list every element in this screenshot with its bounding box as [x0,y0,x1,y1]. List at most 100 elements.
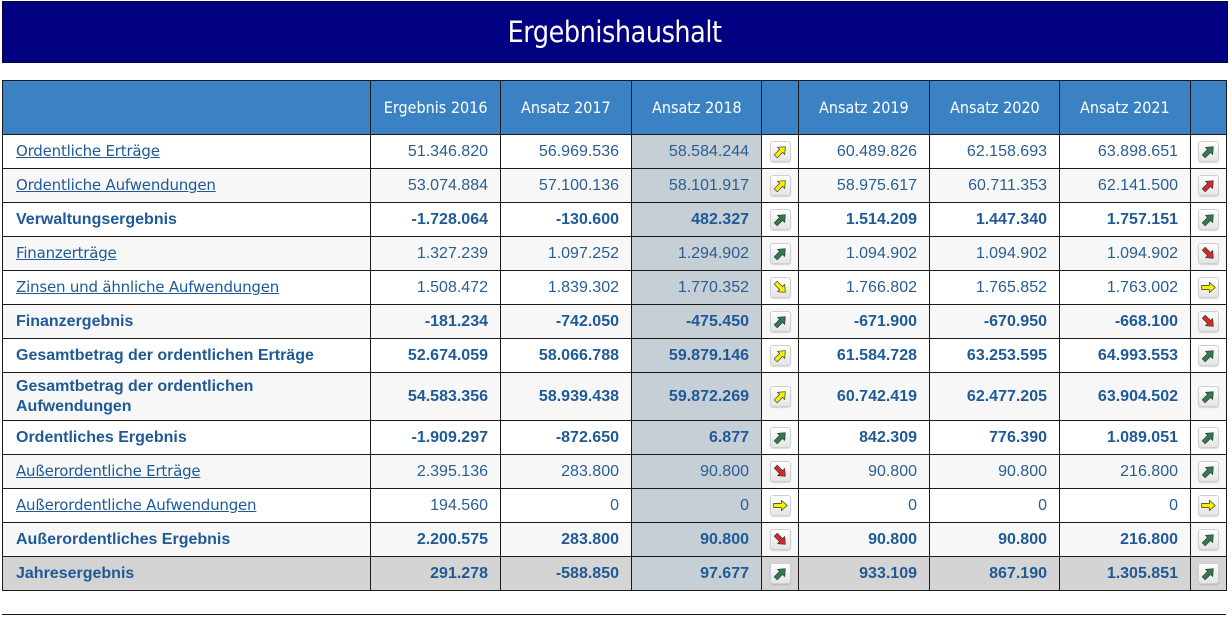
row-label: Gesamtbetrag der ordentlichen Erträge [16,346,314,364]
green-arrow-up-right-icon[interactable] [1198,386,1219,407]
cell-ansatz-2019: 0 [798,488,930,523]
cell-ansatz-2019: 842.309 [798,420,930,455]
table-row: Finanzerträge 1.327.239 1.097.252 1.294.902… [2,236,1227,271]
green-arrow-up-right-icon[interactable] [1198,461,1219,482]
cell-ansatz-2020: 867.190 [929,556,1060,591]
red-arrow-down-right-icon[interactable] [769,461,791,482]
cell-ansatz-2020: 90.800 [929,454,1060,489]
cell-trend-2 [1190,420,1227,455]
red-arrow-down-right-icon[interactable] [1198,243,1219,264]
row-label-link[interactable]: Ordentliche Erträge [16,142,160,160]
cell-trend-2 [1190,134,1227,169]
red-arrow-down-right-icon[interactable] [769,529,791,550]
green-arrow-up-right-icon[interactable] [1198,563,1219,584]
row-label: Ordentliches Ergebnis [16,428,187,446]
yellow-arrow-right-icon[interactable] [1198,277,1219,298]
cell-trend-2 [1190,338,1227,373]
cell-ansatz-2021: 0 [1059,488,1191,523]
green-arrow-up-right-icon[interactable] [1198,345,1219,366]
cell-ansatz-2017: 56.969.536 [500,134,632,169]
yellow-arrow-down-right-icon[interactable] [769,277,791,298]
yellow-arrow-up-right-icon[interactable] [769,345,791,366]
cell-trend-2 [1190,304,1227,339]
cell-label: Ordentliche Aufwendungen [2,168,371,203]
cell-label: Finanzergebnis [2,304,371,339]
page-title-bar: Ergebnishaushalt [2,1,1228,63]
row-label: Jahresergebnis [16,564,135,582]
green-arrow-up-right-icon[interactable] [1198,209,1219,230]
green-arrow-up-right-icon[interactable] [1198,427,1219,448]
cell-ansatz-2018: 482.327 [631,202,762,237]
row-label: Außerordentliches Ergebnis [16,530,231,548]
yellow-arrow-right-icon[interactable] [1198,495,1219,516]
green-arrow-up-right-icon[interactable] [769,209,791,230]
cell-trend-2 [1190,202,1227,237]
cell-ansatz-2019: 933.109 [798,556,930,591]
cell-ansatz-2018: 59.879.146 [631,338,762,373]
row-label-link[interactable]: Finanzerträge [16,244,117,262]
cell-trend-1 [761,420,799,455]
yellow-arrow-up-right-icon[interactable] [769,141,791,162]
green-arrow-up-right-icon[interactable] [769,563,791,584]
cell-trend-1 [761,338,799,373]
cell-ansatz-2021: 1.305.851 [1059,556,1191,591]
results-budget-table: Ergebnis 2016 Ansatz 2017 Ansatz 2018 An… [2,80,1227,591]
cell-ansatz-2021: 216.800 [1059,522,1191,557]
cell-label: Gesamtbetrag der ordentlichen Aufwendung… [2,372,371,421]
cell-ansatz-2020: 0 [929,488,1060,523]
row-label-link[interactable]: Außerordentliche Erträge [16,462,201,480]
cell-trend-2 [1190,270,1227,305]
cell-ansatz-2021: 1.089.051 [1059,420,1191,455]
cell-ansatz-2019: 61.584.728 [798,338,930,373]
header-ansatz-2017: Ansatz 2017 [500,80,632,135]
green-arrow-up-right-icon[interactable] [1198,529,1219,550]
cell-trend-2 [1190,556,1227,591]
cell-ansatz-2021: 63.904.502 [1059,372,1191,421]
cell-ansatz-2017: -742.050 [500,304,632,339]
cell-ansatz-2019: 1.094.902 [798,236,930,271]
cell-ansatz-2017: 283.800 [500,522,632,557]
yellow-arrow-up-right-icon[interactable] [769,386,791,407]
cell-label: Gesamtbetrag der ordentlichen Erträge [2,338,371,373]
green-arrow-up-right-icon[interactable] [769,243,791,264]
cell-ergebnis-2016: 1.327.239 [370,236,501,271]
row-label-link[interactable]: Außerordentliche Aufwendungen [16,496,257,514]
cell-ergebnis-2016: -1.909.297 [370,420,501,455]
cell-ansatz-2018: 90.800 [631,454,762,489]
cell-label: Verwaltungsergebnis [2,202,371,237]
cell-ansatz-2017: -588.850 [500,556,632,591]
row-label: Gesamtbetrag der ordentlichen Aufwendung… [16,377,254,415]
red-arrow-up-right-icon[interactable] [1198,175,1219,196]
cell-ergebnis-2016: 53.074.884 [370,168,501,203]
row-label-link[interactable]: Zinsen und ähnliche Aufwendungen [16,278,280,296]
cell-ansatz-2020: -670.950 [929,304,1060,339]
cell-ansatz-2021: 1.757.151 [1059,202,1191,237]
cell-ansatz-2020: 1.765.852 [929,270,1060,305]
header-ansatz-2018: Ansatz 2018 [631,80,762,135]
green-arrow-up-right-icon[interactable] [769,311,791,332]
yellow-arrow-right-icon[interactable] [769,495,791,516]
table-header-row: Ergebnis 2016 Ansatz 2017 Ansatz 2018 An… [2,80,1227,135]
table-row: Verwaltungsergebnis -1.728.064 -130.600 482… [2,202,1227,237]
cell-ansatz-2017: -130.600 [500,202,632,237]
cell-ansatz-2020: 90.800 [929,522,1060,557]
cell-ansatz-2019: -671.900 [798,304,930,339]
yellow-arrow-up-right-icon[interactable] [769,175,791,196]
cell-trend-1 [761,304,799,339]
cell-ansatz-2020: 776.390 [929,420,1060,455]
cell-ansatz-2017: 0 [500,488,632,523]
green-arrow-up-right-icon[interactable] [1198,141,1219,162]
cell-ansatz-2020: 60.711.353 [929,168,1060,203]
cell-ansatz-2018: 1.770.352 [631,270,762,305]
header-ansatz-2019: Ansatz 2019 [798,80,930,135]
cell-ansatz-2021: -668.100 [1059,304,1191,339]
red-arrow-down-right-icon[interactable] [1198,311,1219,332]
cell-ansatz-2018: 58.101.917 [631,168,762,203]
cell-ansatz-2019: 60.742.419 [798,372,930,421]
row-label-link[interactable]: Ordentliche Aufwendungen [16,176,216,194]
cell-ergebnis-2016: 51.346.820 [370,134,501,169]
cell-trend-1 [761,522,799,557]
green-arrow-up-right-icon[interactable] [769,427,791,448]
table-row: Ordentliches Ergebnis -1.909.297 -872.650 6… [2,420,1227,455]
cell-ansatz-2020: 1.447.340 [929,202,1060,237]
